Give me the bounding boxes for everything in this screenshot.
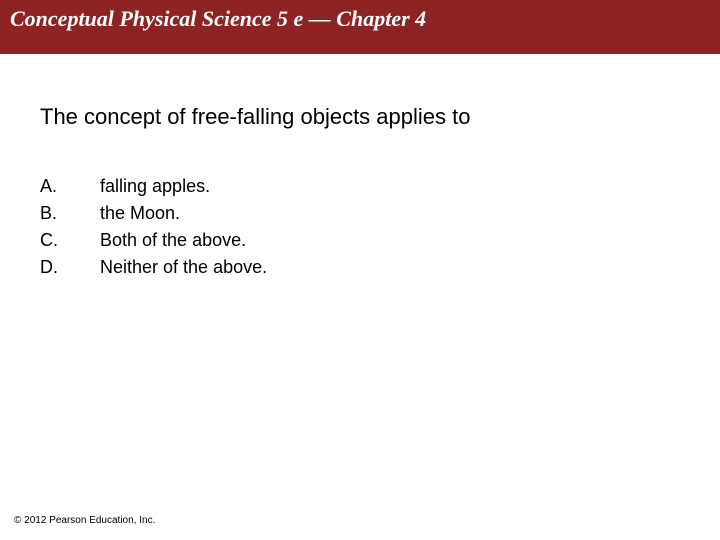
question-area: The concept of free-falling objects appl… [0, 54, 720, 284]
option-letter: A. [40, 176, 100, 197]
option-d: D. Neither of the above. [40, 257, 267, 278]
option-text: falling apples. [100, 176, 267, 197]
option-b: B. the Moon. [40, 203, 267, 224]
option-letter: C. [40, 230, 100, 251]
copyright-footer: © 2012 Pearson Education, Inc. [14, 515, 155, 526]
option-letter: B. [40, 203, 100, 224]
option-text: Neither of the above. [100, 257, 267, 278]
option-letter: D. [40, 257, 100, 278]
header-title: Conceptual Physical Science 5 e — Chapte… [10, 6, 426, 32]
option-text: the Moon. [100, 203, 267, 224]
option-text: Both of the above. [100, 230, 267, 251]
option-a: A. falling apples. [40, 176, 267, 197]
header-bar: Conceptual Physical Science 5 e — Chapte… [0, 0, 720, 54]
question-text: The concept of free-falling objects appl… [40, 104, 680, 130]
option-c: C. Both of the above. [40, 230, 267, 251]
options-list: A. falling apples. B. the Moon. C. Both … [40, 170, 267, 284]
